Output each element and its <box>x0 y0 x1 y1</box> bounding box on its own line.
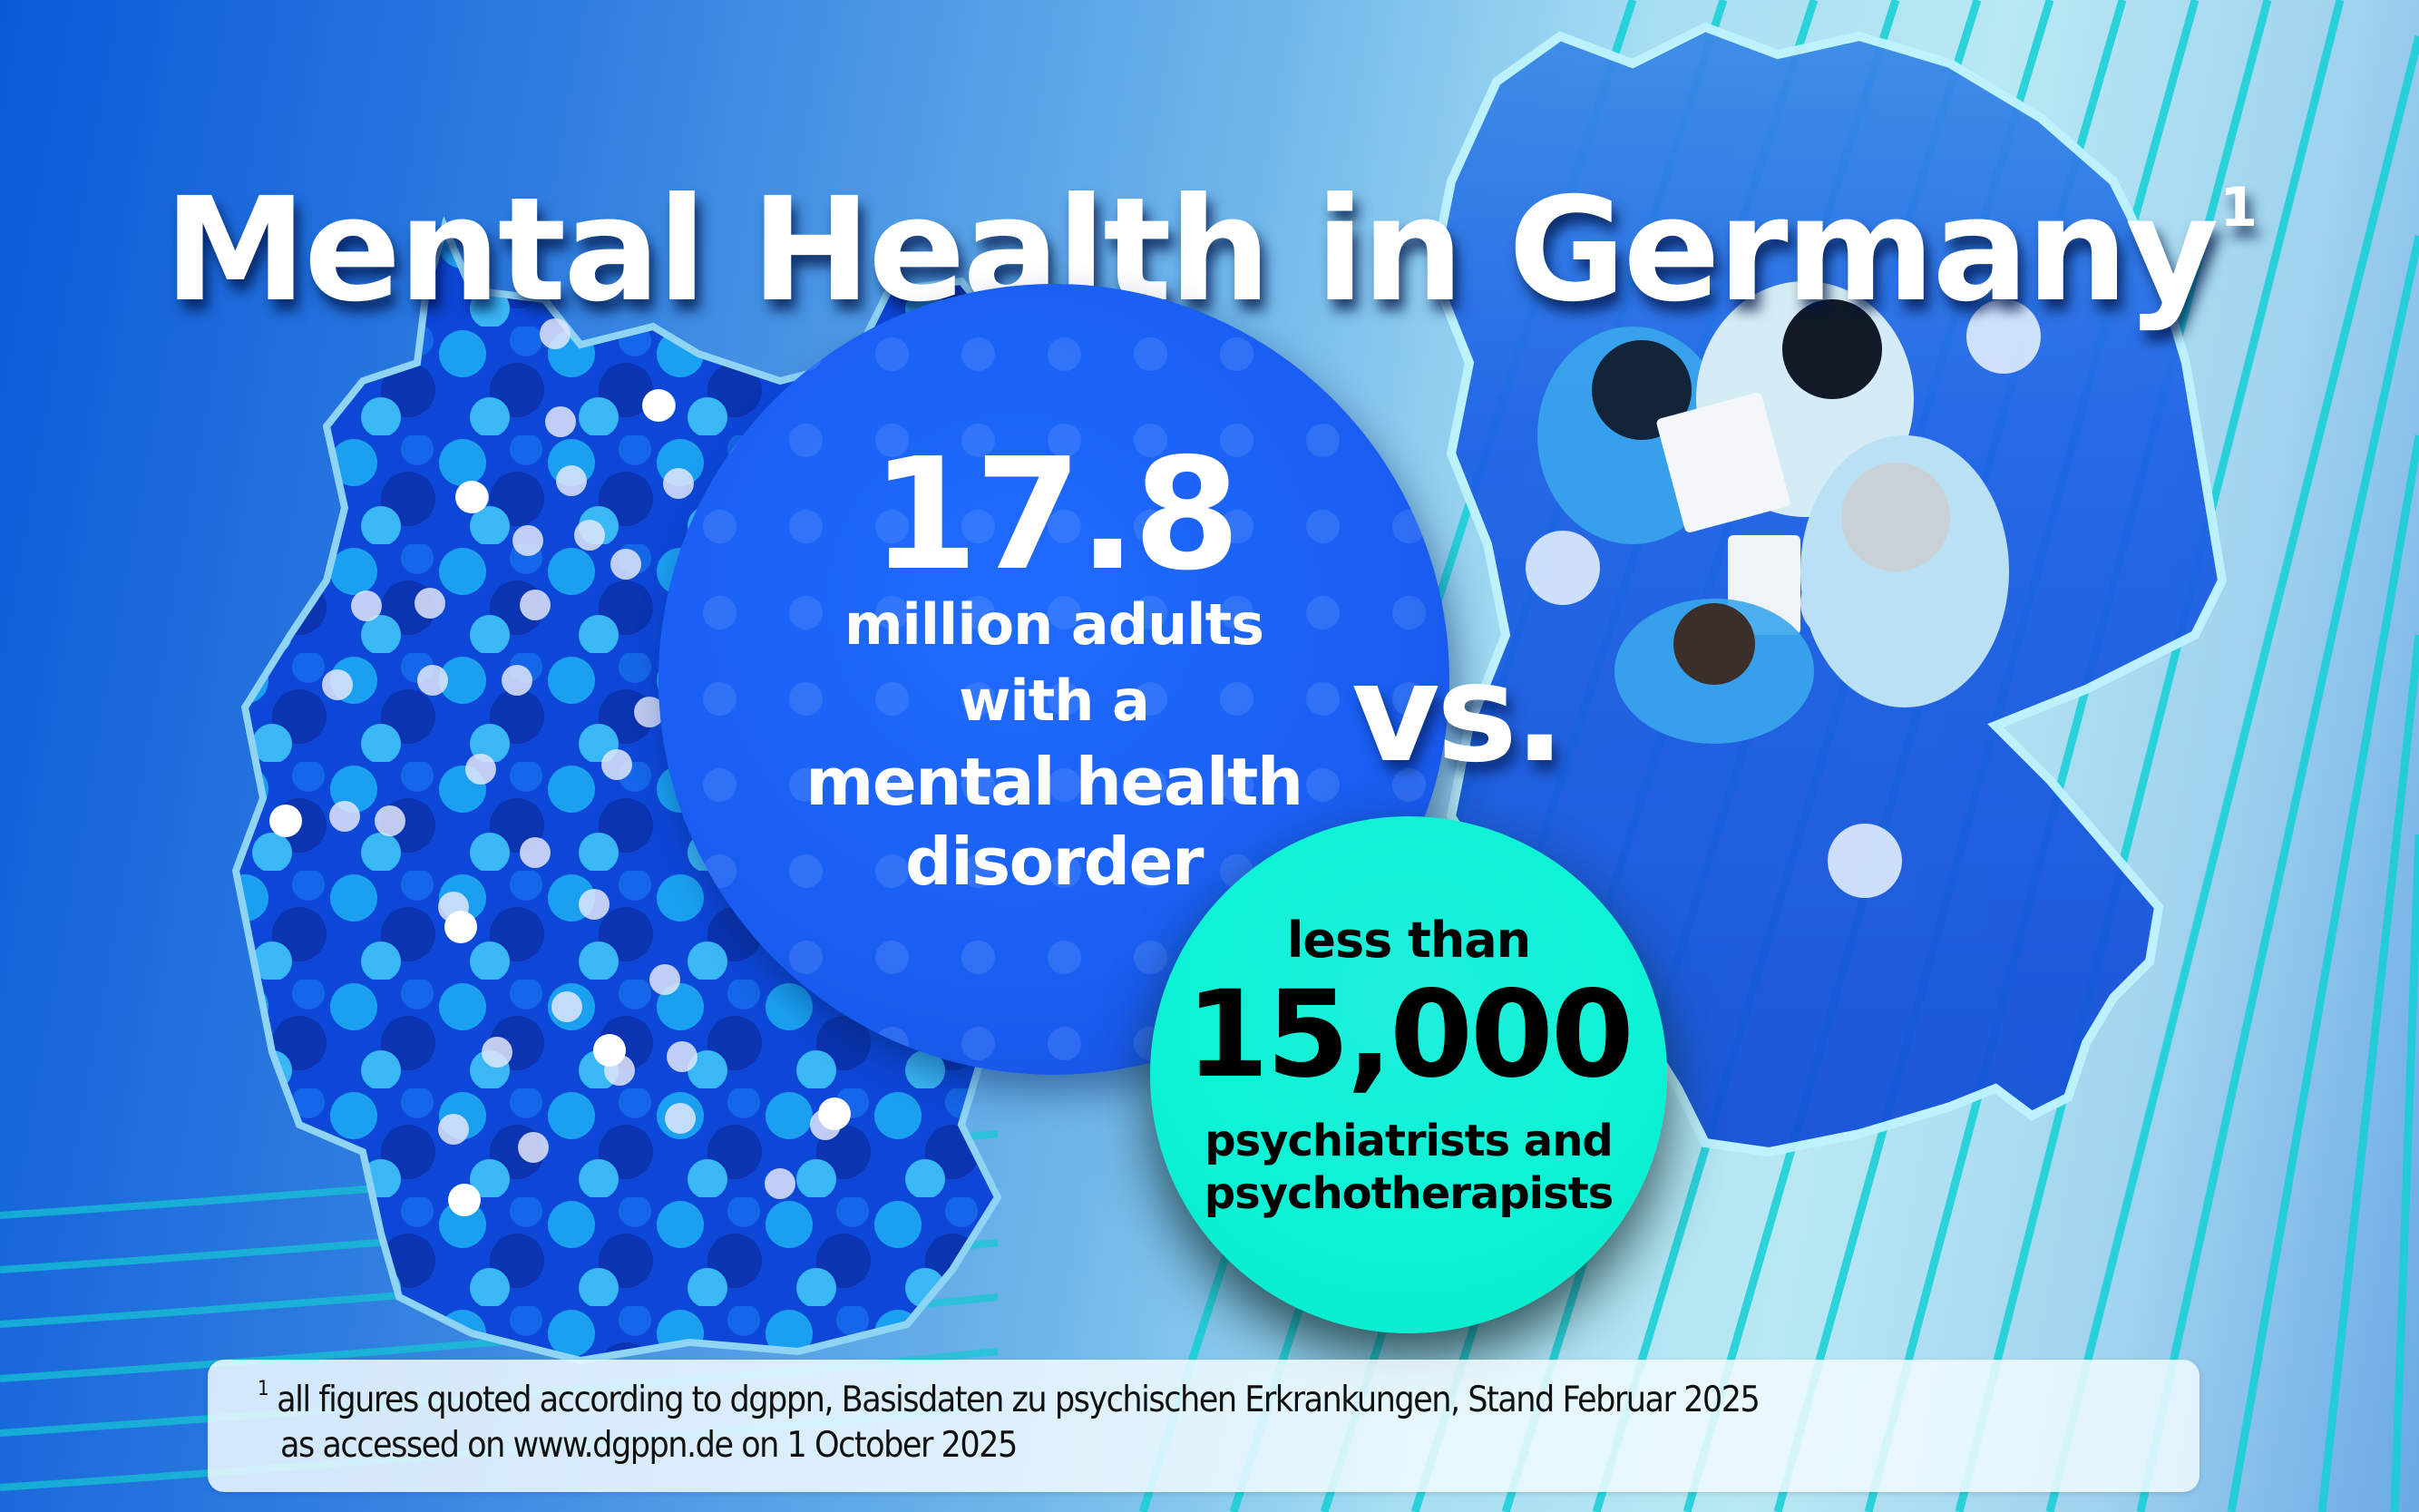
footnote-marker: 1 <box>258 1378 269 1400</box>
adults-line-2: with a <box>959 668 1150 734</box>
providers-prefix: less than <box>1286 912 1531 969</box>
map-dot <box>1966 299 2041 374</box>
page-title: Mental Health in Germany1 <box>0 167 2419 334</box>
source-footnote: 1 all figures quoted according to dgppn, … <box>208 1360 2200 1492</box>
footnote-line-1: 1 all figures quoted according to dgppn, … <box>258 1378 1761 1420</box>
adults-description: million adults with a mental health diso… <box>658 597 1449 909</box>
adults-line-3: mental health <box>805 744 1303 820</box>
map-dot <box>1828 824 1902 898</box>
providers-count: 15,000 <box>1185 965 1634 1105</box>
providers-line-2: psychotherapists <box>1204 1168 1614 1219</box>
versus-label: vs. <box>1351 635 1566 793</box>
providers-line-1: psychiatrists and <box>1205 1116 1613 1166</box>
title-footnote-marker: 1 <box>2219 175 2258 239</box>
map-dot <box>1526 531 1600 605</box>
adults-line-4: disorder <box>905 824 1204 900</box>
adults-count: 17.8 <box>871 425 1240 605</box>
footnote-line-2: as accessed on www.dgppn.de on 1 October… <box>280 1425 1018 1466</box>
title-text: Mental Health in Germany <box>163 166 2219 334</box>
doctors-photo <box>1533 272 2041 744</box>
providers-stat-circle: less than 15,000 psychiatrists and psych… <box>1150 816 1667 1333</box>
footnote-text-1: all figures quoted according to dgppn, B… <box>277 1380 1761 1420</box>
adults-line-1: million adults <box>844 591 1264 658</box>
